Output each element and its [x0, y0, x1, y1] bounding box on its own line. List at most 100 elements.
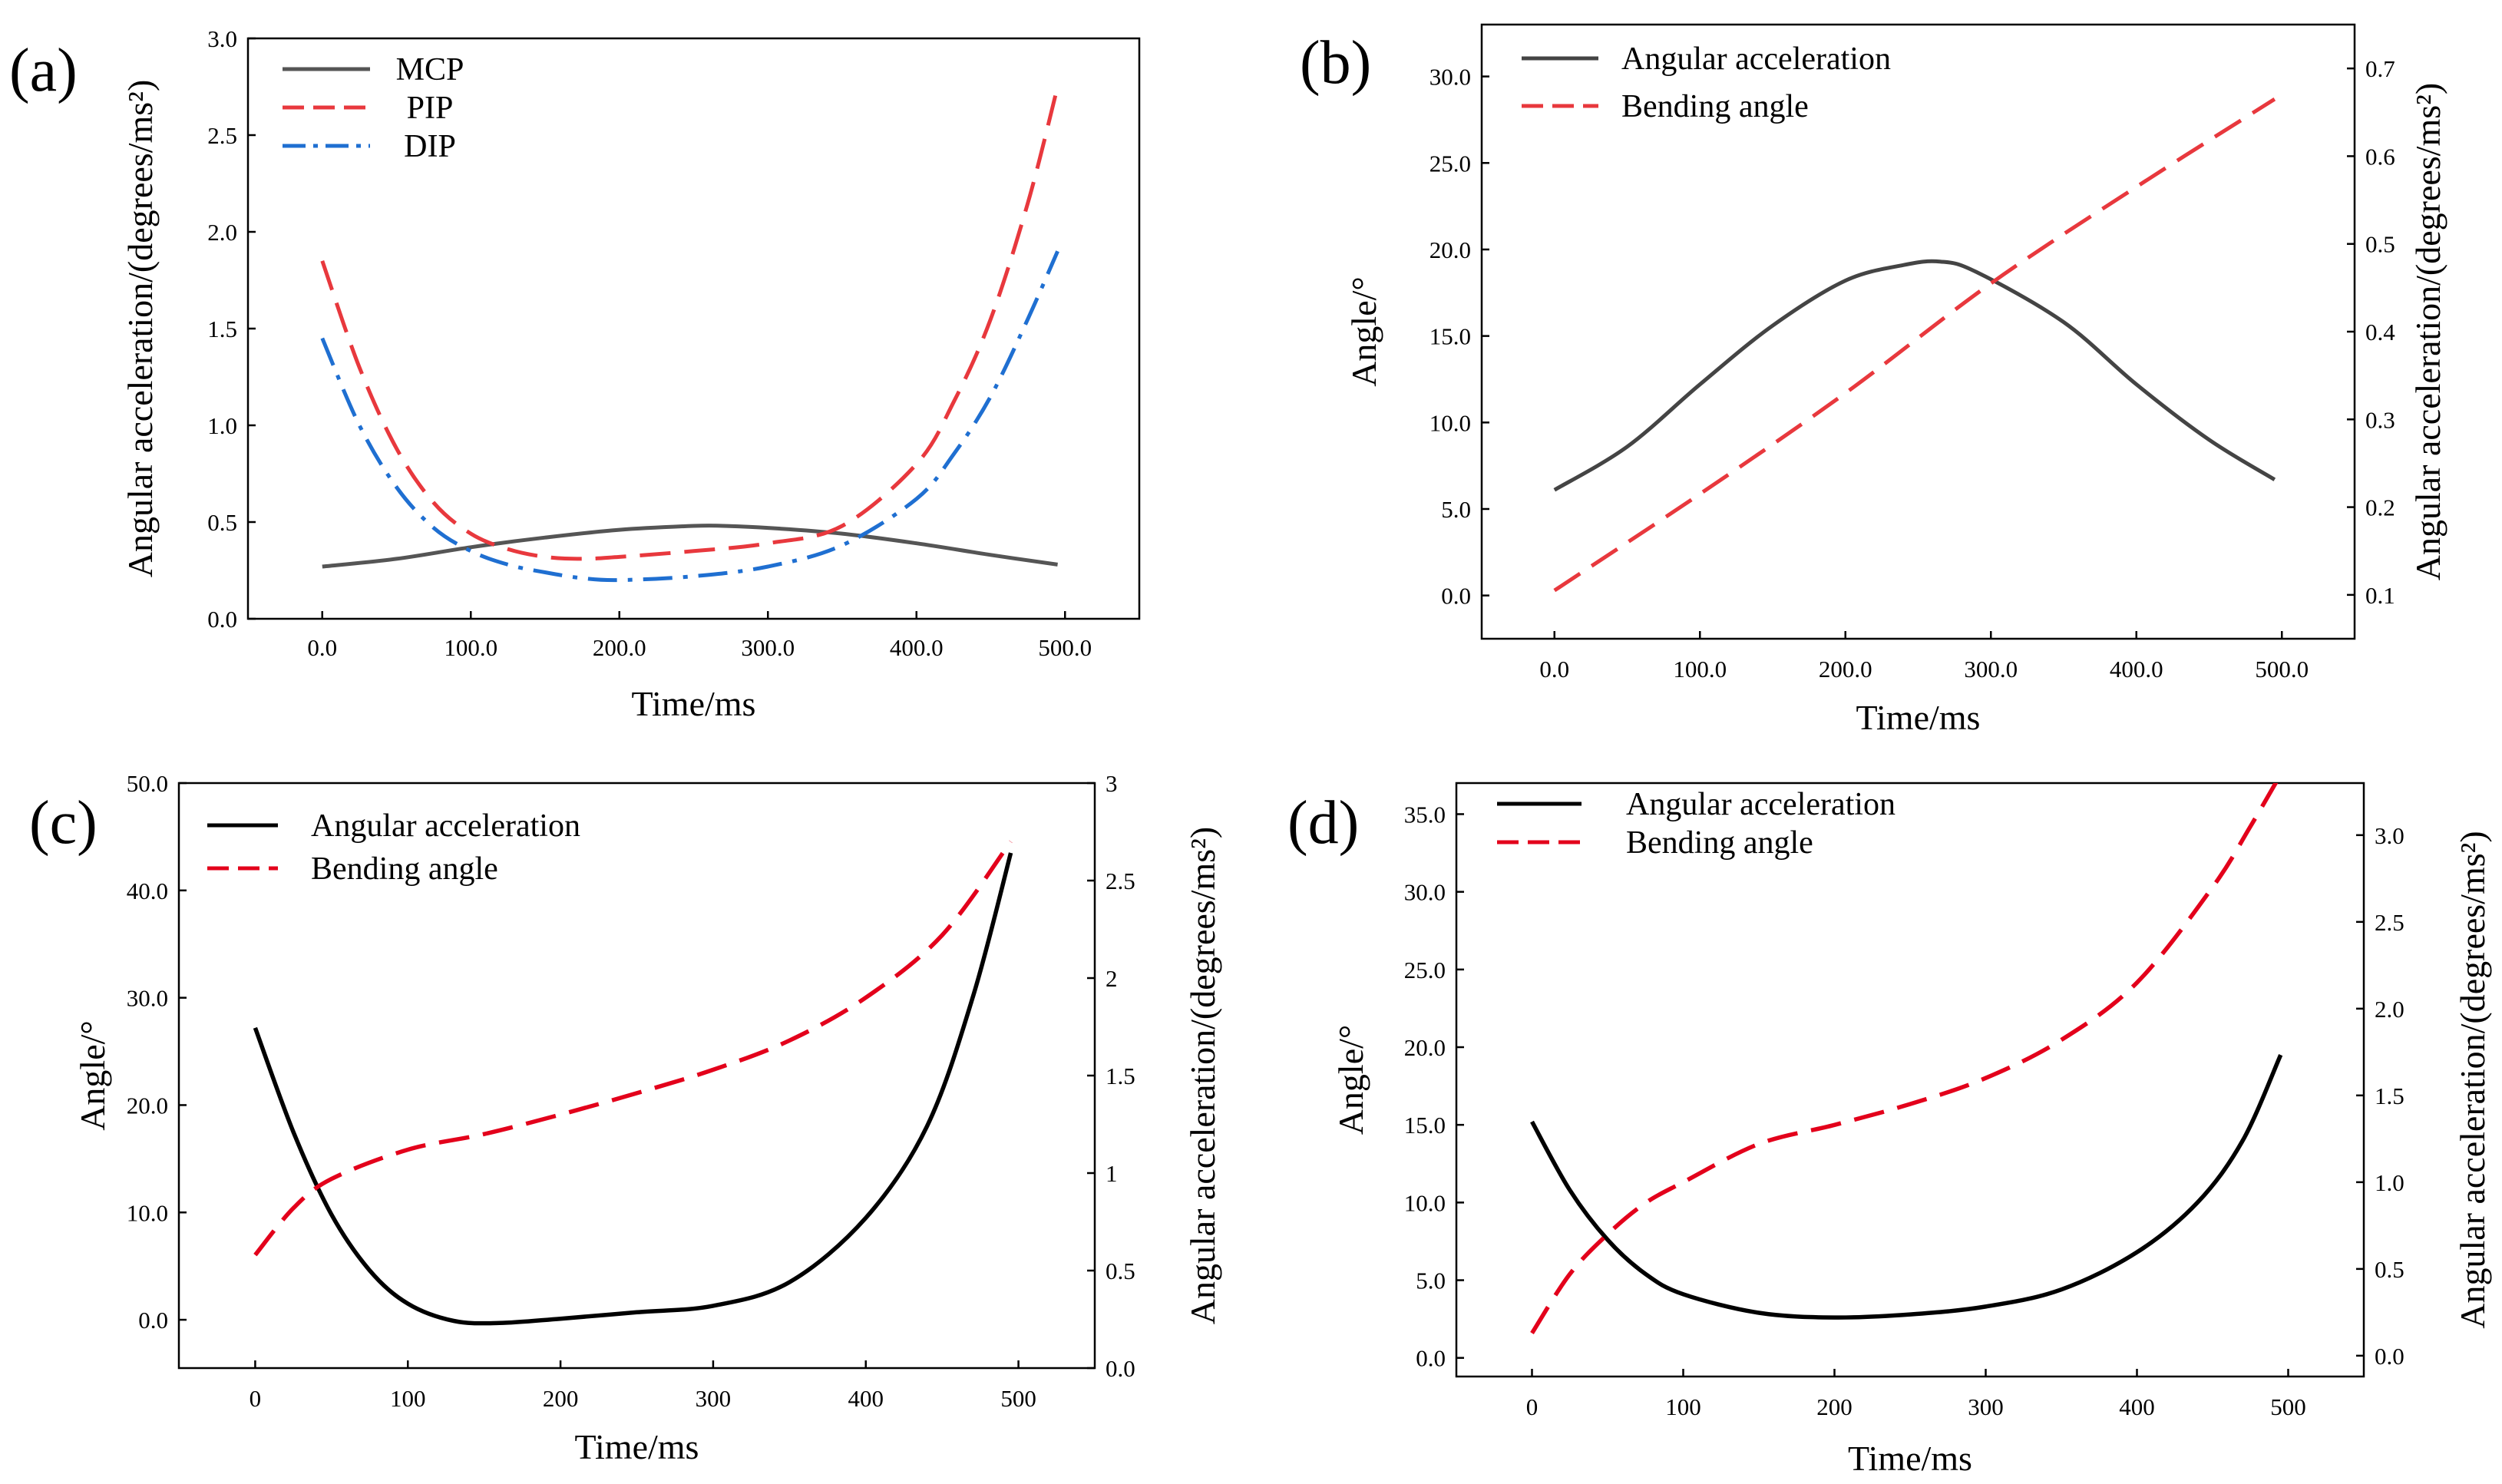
y-tick-label: 10.0: [127, 1199, 168, 1226]
y-tick-label: 20.0: [127, 1092, 168, 1119]
y-tick-label: 35.0: [1404, 801, 1446, 828]
x-tick-label: 500: [2270, 1393, 2306, 1420]
y-tick-label: 30.0: [127, 985, 168, 1012]
legend-label: Angular acceleration: [1626, 787, 1896, 822]
x-tick-label: 100: [1665, 1393, 1701, 1420]
y-tick-label: 20.0: [1404, 1034, 1446, 1061]
y-right-tick-label: 0.1: [2365, 582, 2395, 609]
panel-c: (c)0 100 200 300 400 5000.010.020.030.040.050…: [29, 770, 1222, 1466]
plot-frame: [1455, 782, 2365, 1378]
y-right-tick-label: 0.7: [2365, 55, 2395, 82]
y-tick-label: 15.0: [1404, 1112, 1446, 1139]
y-right-tick-label: 0.5: [2365, 231, 2395, 258]
x-tick-label: 300.0: [741, 634, 795, 661]
y-right-tick-label: 2: [1106, 965, 1118, 992]
y-right-tick-label: 0.6: [2365, 143, 2395, 170]
y-right-tick-label: 0.2: [2365, 494, 2395, 521]
panel-label: (b): [1300, 29, 1371, 97]
series-line-angular-acceleration: [253, 852, 1013, 1326]
x-tick-label: 200.0: [593, 634, 646, 661]
x-tick-label: 200: [543, 1385, 579, 1412]
y-tick-label: 25.0: [1404, 957, 1446, 983]
y-tick-label: 30.0: [1404, 879, 1446, 906]
y-tick-label: 0.0: [207, 606, 237, 633]
plot-frame: [246, 37, 1141, 620]
legend-label: Angular acceleration: [311, 808, 580, 844]
y-tick-label: 10.0: [1404, 1189, 1446, 1216]
x-tick-label: 500.0: [1038, 634, 1092, 661]
x-tick-label: 300: [696, 1385, 732, 1412]
y-tick-label: 0.0: [138, 1307, 168, 1334]
x-axis-title: Time/ms: [632, 684, 756, 723]
y-tick-label: 3.0: [207, 25, 237, 52]
y-tick-label: 5.0: [1416, 1268, 1446, 1294]
y-right-tick-label: 0.0: [1106, 1355, 1135, 1382]
y-right-tick-label: 2.5: [1106, 868, 1135, 894]
y-tick-label: 0.5: [207, 509, 237, 536]
y-axis-title: Angular acceleration/(degrees/ms²): [121, 80, 160, 578]
y-right-axis-title: Angular acceleration/(degrees/ms²): [2453, 831, 2492, 1329]
series-line-pip: [320, 86, 1060, 561]
x-tick-label: 0.0: [307, 634, 337, 661]
x-tick-label: 0.0: [1539, 656, 1569, 683]
y-axis-title: Angle/°: [1331, 1025, 1370, 1135]
legend-label: PIP: [407, 91, 454, 126]
y-tick-label: 50.0: [127, 770, 168, 797]
y-tick-label: 2.5: [207, 122, 237, 149]
series-line-dip: [320, 250, 1059, 583]
y-right-tick-label: 0.3: [2365, 406, 2395, 433]
x-tick-label: 100: [390, 1385, 426, 1412]
x-tick-label: 0: [250, 1385, 262, 1412]
y-right-tick-label: 3.0: [2375, 822, 2404, 849]
y-tick-label: 1.5: [207, 316, 237, 342]
y-right-tick-label: 0.4: [2365, 319, 2395, 345]
x-tick-label: 200: [1816, 1393, 1853, 1420]
legend-label: DIP: [404, 129, 456, 164]
x-axis-title: Time/ms: [1848, 1439, 1972, 1478]
legend-label: Bending angle: [1621, 89, 1809, 124]
panel-a: (a) 0.0 100.0 200.0 300.0 400.0 500.0 0.0 0.5 1.0…: [9, 25, 1141, 723]
y-right-tick-label: 1.0: [2375, 1169, 2404, 1196]
series-line-bending-angle: [1553, 97, 2276, 593]
series-line-mcp: [322, 524, 1058, 569]
y-right-axis-title: Angular acceleration/(degrees/ms²): [1183, 827, 1222, 1325]
plot-frame: [1480, 23, 2356, 640]
x-tick-label: 0: [1526, 1393, 1539, 1420]
x-tick-label: 400: [2119, 1393, 2155, 1420]
y-right-tick-label: 0.5: [2375, 1256, 2404, 1283]
y-tick-label: 20.0: [1429, 236, 1471, 263]
y-tick-label: 5.0: [1441, 496, 1471, 523]
panel-label: (a): [9, 37, 78, 104]
y-tick-label: 0.0: [1441, 583, 1471, 610]
series-line-angular-acceleration: [1530, 1053, 2283, 1320]
y-right-tick-label: 1: [1106, 1160, 1118, 1187]
y-tick-label: 25.0: [1429, 150, 1471, 177]
panel-b: (b) 0.0 100.0 200.0 300.0 400.0 500.0 0.0 5.0 10.…: [1300, 23, 2447, 737]
y-right-axis-title: Angular acceleration/(degrees/ms²): [2408, 83, 2447, 581]
x-tick-label: 500: [1000, 1385, 1036, 1412]
x-tick-label: 300.0: [1964, 656, 2018, 683]
x-tick-label: 400.0: [890, 634, 944, 661]
legend-label: Bending angle: [1626, 825, 1813, 861]
y-axis-title: Angle/°: [1344, 276, 1383, 387]
y-right-tick-label: 1.5: [2375, 1082, 2404, 1109]
y-right-tick-label: 3: [1106, 770, 1118, 797]
series-line-angular-acceleration: [1553, 259, 2276, 492]
y-tick-label: 15.0: [1429, 323, 1471, 350]
x-tick-label: 100.0: [444, 634, 497, 661]
legend-label: Angular acceleration: [1621, 41, 1891, 77]
x-tick-label: 400.0: [2110, 656, 2163, 683]
y-tick-label: 10.0: [1429, 409, 1471, 436]
y-tick-label: 2.0: [207, 219, 237, 246]
y-axis-title: Angle/°: [73, 1020, 112, 1131]
series-line-bending-angle: [253, 840, 1013, 1257]
y-tick-label: 0.0: [1416, 1345, 1446, 1372]
legend-label: Bending angle: [311, 851, 498, 887]
x-tick-label: 300: [1968, 1393, 2004, 1420]
panel-label: (c): [29, 789, 98, 857]
y-right-tick-label: 0.0: [2375, 1343, 2404, 1370]
y-right-tick-label: 0.5: [1106, 1258, 1135, 1284]
legend-label: MCP: [396, 52, 464, 88]
y-tick-label: 40.0: [127, 878, 168, 904]
